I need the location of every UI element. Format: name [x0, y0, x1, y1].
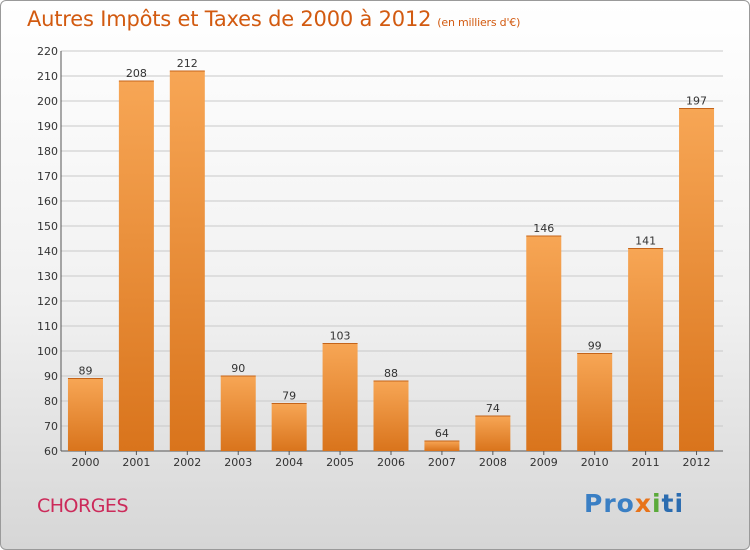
data-label: 64 — [435, 427, 449, 440]
proxiti-logo[interactable]: Proxiti — [584, 489, 684, 518]
logo-part-1: Pro — [584, 489, 635, 518]
y-tick-label: 110 — [37, 320, 58, 333]
y-tick-label: 150 — [37, 220, 58, 233]
bar — [119, 81, 154, 451]
x-tick-label: 2001 — [122, 456, 150, 469]
x-tick-label: 2005 — [326, 456, 354, 469]
bar — [374, 381, 409, 451]
data-label: 90 — [231, 362, 245, 375]
y-tick-label: 120 — [37, 295, 58, 308]
bar — [170, 71, 205, 451]
y-tick-label: 60 — [44, 445, 58, 458]
data-label: 208 — [126, 67, 147, 80]
x-tick-label: 2000 — [71, 456, 99, 469]
logo-part-4: ti — [662, 489, 685, 518]
bar — [475, 416, 510, 451]
x-tick-label: 2003 — [224, 456, 252, 469]
bar — [424, 441, 459, 451]
bar — [679, 109, 714, 452]
y-tick-label: 160 — [37, 195, 58, 208]
x-tick-label: 2011 — [632, 456, 660, 469]
x-tick-label: 2010 — [581, 456, 609, 469]
y-tick-label: 70 — [44, 420, 58, 433]
data-label: 197 — [686, 95, 707, 108]
data-label: 141 — [635, 235, 656, 248]
y-tick-label: 80 — [44, 395, 58, 408]
y-tick-label: 200 — [37, 95, 58, 108]
bar — [272, 404, 307, 452]
data-label: 79 — [282, 390, 296, 403]
bar — [68, 379, 103, 452]
bar — [577, 354, 612, 452]
y-tick-label: 100 — [37, 345, 58, 358]
bar — [628, 249, 663, 452]
x-tick-label: 2012 — [683, 456, 711, 469]
y-tick-label: 190 — [37, 120, 58, 133]
bar — [323, 344, 358, 452]
x-tick-label: 2004 — [275, 456, 303, 469]
x-tick-label: 2008 — [479, 456, 507, 469]
logo-part-2: x — [635, 489, 652, 518]
data-label: 146 — [533, 222, 554, 235]
commune-name: CHORGES — [37, 495, 128, 517]
x-tick-label: 2006 — [377, 456, 405, 469]
y-tick-label: 130 — [37, 270, 58, 283]
y-tick-label: 170 — [37, 170, 58, 183]
x-tick-label: 2007 — [428, 456, 456, 469]
y-tick-label: 210 — [37, 70, 58, 83]
data-label: 99 — [588, 340, 602, 353]
data-label: 74 — [486, 402, 500, 415]
bar — [221, 376, 256, 451]
y-tick-label: 140 — [37, 245, 58, 258]
y-tick-label: 90 — [44, 370, 58, 383]
y-tick-label: 180 — [37, 145, 58, 158]
bar — [526, 236, 561, 451]
data-label: 212 — [177, 57, 198, 70]
y-tick-label: 220 — [37, 45, 58, 58]
data-label: 88 — [384, 367, 398, 380]
logo-part-3: i — [652, 489, 662, 518]
data-label: 103 — [330, 330, 351, 343]
x-tick-label: 2009 — [530, 456, 558, 469]
data-label: 89 — [78, 365, 92, 378]
x-tick-label: 2002 — [173, 456, 201, 469]
